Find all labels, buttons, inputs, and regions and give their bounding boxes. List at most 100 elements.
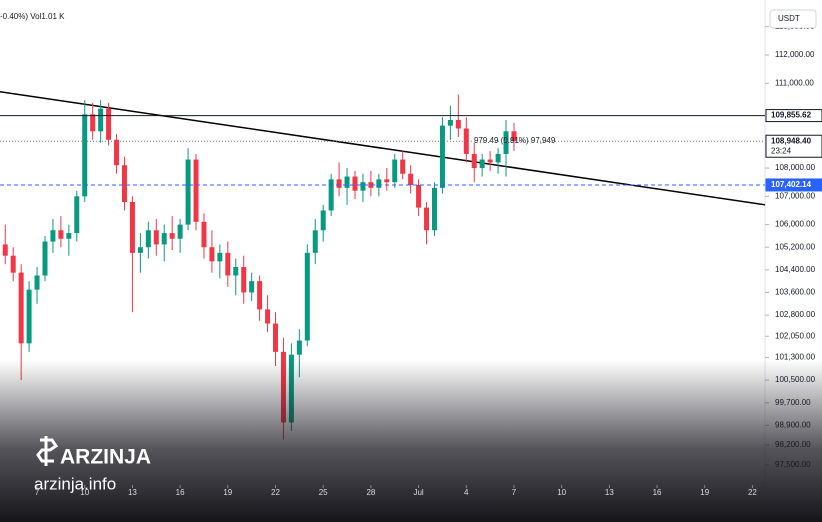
candle-body	[344, 176, 350, 188]
time-axis: 7 10 13 16 19 22 25 28 Jul 4 7 10 13 16 19 22	[35, 485, 757, 497]
y-tick-label: 106,000.00	[775, 220, 816, 229]
x-tick-label: 28	[366, 488, 375, 497]
x-tick-label: 13	[128, 488, 137, 497]
candle-body	[90, 114, 96, 132]
x-tick-label: 4	[464, 488, 469, 497]
price-label: 108,948.40	[771, 136, 812, 145]
candle-body	[2, 244, 8, 256]
candle-body	[447, 119, 453, 126]
bottom-fade	[0, 360, 822, 522]
y-tick-label: 105,200.00	[775, 242, 816, 251]
trend-line	[0, 90, 766, 206]
y-tick-label: 111,000.00	[775, 78, 814, 87]
x-tick-label: 10	[557, 488, 566, 497]
candle-body	[257, 281, 263, 310]
x-tick-label: 19	[700, 488, 709, 497]
candle-body	[161, 233, 167, 245]
currency-box[interactable]	[769, 9, 817, 29]
candle-body	[233, 267, 239, 276]
candle-body	[74, 196, 80, 234]
candle-body	[296, 340, 302, 355]
candle-body	[455, 119, 461, 129]
x-tick-label: 13	[605, 488, 614, 497]
candle-body	[431, 187, 437, 231]
candle-body	[98, 108, 104, 132]
brand: ARZINJA	[60, 446, 151, 469]
plot-area: 979.49 (0.91%) 97,949	[0, 90, 766, 440]
candle-body	[26, 289, 32, 344]
candle-body	[384, 179, 390, 183]
candle-body	[249, 281, 255, 293]
candle-body	[463, 128, 469, 154]
y-tick-label: 108,000.00	[775, 163, 816, 172]
candle-body	[42, 241, 48, 276]
candle-body	[416, 185, 422, 208]
x-tick-label: 22	[748, 488, 757, 497]
candle-body	[495, 153, 501, 163]
candle-body	[487, 159, 493, 163]
candle-body	[424, 207, 430, 231]
price-label-box	[765, 178, 822, 192]
currency: USDT	[778, 14, 800, 23]
candle-body	[225, 252, 231, 276]
candle-body	[511, 131, 517, 142]
x-tick-label: Jul	[413, 488, 423, 497]
header-text: -0.40%) Vol1.01 K	[0, 12, 65, 21]
candle-body	[320, 210, 326, 231]
x-tick-label: 22	[271, 488, 280, 497]
candle-body	[376, 179, 382, 188]
candle-body	[129, 201, 135, 253]
y-tick-label: 102,800.00	[775, 310, 816, 319]
candle-body	[209, 247, 215, 262]
candle-body	[10, 255, 16, 273]
x-tick-label: 10	[80, 488, 89, 497]
candle-body	[114, 139, 120, 166]
site: arzinja.info	[34, 474, 116, 493]
candle-body	[471, 153, 477, 169]
candle-body	[18, 272, 24, 344]
x-tick-label: 7	[512, 488, 517, 497]
x-tick-label: 19	[223, 488, 232, 497]
y-tick-label: 112,000.00	[775, 50, 815, 59]
candle-body	[273, 323, 279, 352]
candle-body	[479, 159, 485, 169]
x-tick-label: 16	[176, 488, 185, 497]
candle-body	[185, 159, 191, 225]
watermark: ARZINJA arzinja.info	[34, 436, 151, 493]
candle-body	[58, 230, 64, 239]
candle-body	[201, 221, 207, 248]
candle-body	[392, 159, 398, 183]
candle-body	[50, 230, 56, 242]
candle-body	[169, 233, 175, 239]
measure-annotation: 979.49 (0.91%) 97,949	[474, 136, 556, 145]
candle-body	[503, 131, 509, 154]
candle-body	[193, 159, 199, 222]
candle-body	[439, 125, 445, 188]
candle-body	[145, 230, 151, 248]
candle-body	[352, 176, 358, 191]
y-tick-label: 107,000.00	[775, 191, 816, 200]
candle-body	[328, 179, 334, 211]
price-label: 109,855.62	[771, 111, 812, 120]
candle-body	[400, 159, 406, 174]
candle-body	[82, 114, 88, 197]
candle-body	[312, 230, 318, 253]
x-tick-label: 16	[653, 488, 662, 497]
price-label: 107,402.14	[771, 180, 812, 189]
y-tick-label: 103,600.00	[775, 288, 816, 297]
candle-body	[217, 252, 223, 262]
candle-body	[241, 267, 247, 293]
candle-body	[106, 108, 112, 140]
price-sublabel: 23:24	[771, 146, 792, 155]
price-label-box	[765, 109, 822, 123]
candle-body	[153, 230, 159, 245]
candle-body	[265, 309, 271, 324]
candle-body	[336, 179, 342, 188]
y-tick-label: 101,300.00	[775, 353, 816, 362]
candle-body	[34, 275, 40, 290]
y-tick-label: 102,050.00	[775, 331, 816, 340]
price-label-box	[765, 134, 822, 158]
x-tick-label: 25	[319, 488, 328, 497]
candle-body	[408, 173, 414, 186]
candle-body	[137, 247, 143, 253]
